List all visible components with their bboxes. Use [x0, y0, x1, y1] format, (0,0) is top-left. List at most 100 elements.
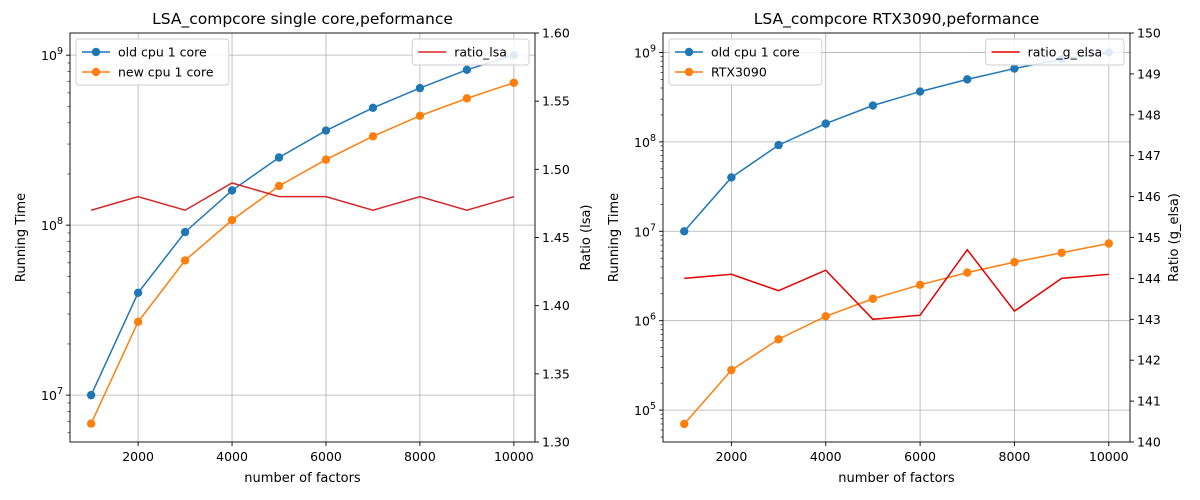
y2-tick-label: 146: [1137, 189, 1161, 204]
series-line-2: [684, 248, 1109, 321]
y2-tick-label: 142: [1137, 353, 1161, 368]
data-point: [227, 186, 237, 195]
y2-tick-label: 1.40: [542, 298, 570, 313]
data-point: [321, 126, 331, 135]
data-point: [1104, 239, 1113, 248]
x-tick-label: 4000: [810, 449, 842, 464]
data-point: [133, 288, 143, 297]
data-point: [462, 94, 472, 103]
x-tick-label: 2000: [122, 449, 154, 464]
y-tick-label: 109: [634, 43, 656, 60]
y-axis-left: 105 106 107 108 109: [634, 43, 663, 418]
y2-tick-label: 144: [1137, 271, 1161, 286]
legend-label: RTX3090: [711, 65, 767, 80]
y2-tick-label: 1.60: [542, 26, 570, 41]
data-point: [727, 365, 736, 375]
x-tick-label: 10000: [1089, 449, 1129, 464]
data-point: [1010, 257, 1019, 267]
data-point: [415, 83, 425, 93]
chart-2: 2000 4000 6000 8000 100001051061071081091401…: [607, 10, 1182, 486]
legend-box: [75, 38, 230, 86]
y2-tick-label: 148: [1137, 107, 1161, 122]
data-point: [915, 87, 925, 96]
x-tick-label: 8000: [999, 449, 1031, 464]
y-tick-label: 105: [634, 401, 656, 418]
y2-tick-label: 147: [1137, 148, 1161, 163]
data-point: [915, 280, 925, 290]
data-point: [1010, 64, 1019, 73]
legend-marker: [91, 47, 101, 57]
y2-axis-label: Ratio (lsa): [579, 204, 594, 270]
data-point: [774, 140, 783, 150]
x-tick-label: 10000: [494, 449, 534, 464]
x-tick-label: 4000: [216, 449, 248, 464]
y2-tick-label: 140: [1137, 435, 1161, 450]
y-axis-label: Running Time: [14, 193, 29, 282]
x-tick-label: 6000: [904, 449, 936, 464]
data-point: [963, 75, 972, 84]
y2-tick-label: 1.50: [542, 162, 570, 177]
data-point: [321, 155, 331, 164]
axes-frame: [69, 32, 536, 443]
legend-marker: [91, 67, 101, 77]
data-point: [821, 312, 830, 321]
data-point: [368, 103, 378, 113]
plot-area: [86, 50, 519, 428]
data-point: [868, 101, 878, 110]
grid: [663, 33, 1130, 442]
data-point: [180, 227, 190, 237]
y2-tick-label: 150: [1137, 26, 1161, 41]
data-point: [227, 215, 237, 225]
x-tick-label: 2000: [715, 449, 747, 464]
y-tick-label: 109: [41, 46, 63, 63]
plot-area: [680, 48, 1113, 429]
legend-left: old cpu 1 core new cpu 1 core: [75, 38, 230, 86]
legend-marker: [684, 67, 694, 77]
data-point: [1057, 248, 1066, 257]
y2-tick-label: 1.55: [542, 94, 570, 109]
data-point: [462, 65, 472, 75]
legend-label: old cpu 1 core: [118, 45, 207, 60]
data-point: [415, 111, 425, 120]
legend-right: ratio_g_elsa: [985, 38, 1125, 66]
x-axis: 2000 4000 6000 8000 10000: [122, 442, 534, 464]
x-tick-label: 6000: [310, 449, 342, 464]
x-axis-label: number of factors: [244, 471, 361, 486]
y-tick-label: 108: [634, 133, 656, 150]
data-point: [133, 317, 143, 327]
y-tick-label: 107: [634, 222, 656, 239]
legend-marker: [684, 47, 694, 57]
series-line-0: [90, 54, 515, 396]
chart-title: LSA_compcore single core,peformance: [152, 10, 453, 29]
data-point: [86, 390, 96, 400]
x-axis-label: number of factors: [838, 471, 955, 486]
y-tick-label: 108: [41, 216, 63, 233]
y2-axis-label: Ratio (g_elsa): [1167, 193, 1182, 282]
data-point: [509, 78, 519, 87]
data-point: [963, 268, 972, 277]
y2-tick-label: 141: [1137, 394, 1161, 409]
legend-box: [411, 38, 530, 66]
legend-left: old cpu 1 core RTX3090: [668, 38, 823, 86]
y-tick-label: 107: [41, 386, 63, 403]
data-point: [727, 173, 736, 182]
x-axis: 2000 4000 6000 8000 10000: [715, 442, 1129, 464]
y-axis-right: 140 141 142 143 144 145 146 147 148 149 150: [1130, 26, 1161, 450]
legend-label: new cpu 1 core: [118, 65, 214, 80]
data-point: [180, 256, 190, 265]
series-line-1: [90, 82, 515, 424]
data-point: [680, 419, 689, 429]
legend-label: ratio_g_elsa: [1028, 45, 1103, 60]
grid: [70, 33, 535, 442]
legend-right: ratio_lsa: [411, 38, 530, 66]
data-point: [86, 419, 96, 428]
data-point: [274, 153, 284, 162]
y2-tick-label: 143: [1137, 312, 1161, 327]
data-point: [274, 181, 284, 191]
series-line-2: [90, 182, 515, 212]
y2-tick-label: 1.30: [542, 435, 570, 450]
chart-1: 2000 4000 6000 8000 100001071081091.301.351.…: [14, 10, 594, 486]
legend-box: [985, 38, 1125, 66]
y-axis-label: Running Time: [607, 193, 622, 282]
